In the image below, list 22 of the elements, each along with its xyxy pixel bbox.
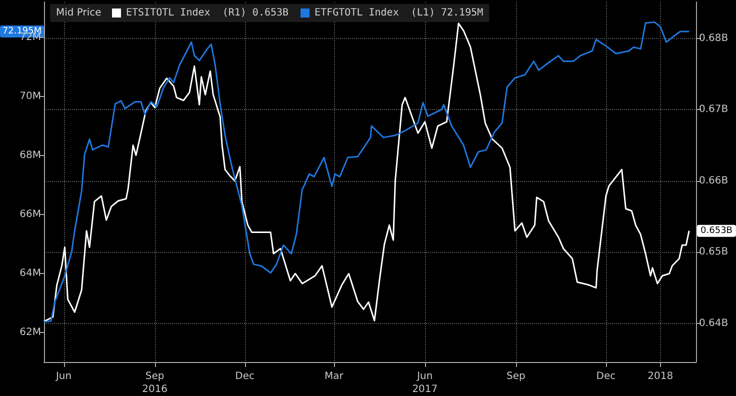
y2-tick-label: 0.66B [699,175,728,186]
y-tick-label: 70M [20,90,41,102]
y2-tick-label: 0.68B [699,32,728,44]
x-tick-label: Sep [506,371,526,382]
y2-tick-label: 0.67B [699,104,728,116]
x-tick-label: Sep 2016 [142,371,168,395]
x-tick-label: Mar [324,371,344,382]
y-tick-label: 64M [20,268,41,279]
legend-label: ETFGTOTL Index (L1) 72.195M [314,8,484,18]
y2-tick-label: 0.64B [699,318,728,330]
x-tick-label: Jun [54,371,72,382]
legend-title: Mid Price [56,8,102,18]
y-tick-label: 62M [20,326,41,338]
y-tick-label: 68M [20,150,41,161]
x-tick-label: 2018 [648,371,674,382]
x-tick-label: Dec [235,371,255,382]
y-tick-label: 66M [20,208,41,220]
x-tick-label: Jun 2017 [412,371,438,395]
text: 0.653B [700,226,732,236]
legend-label: ETSITOTL Index (R1) 0.653B [126,8,289,18]
y2-tick-label: 0.65B [699,246,728,258]
x-tick-label: Dec [596,371,616,382]
